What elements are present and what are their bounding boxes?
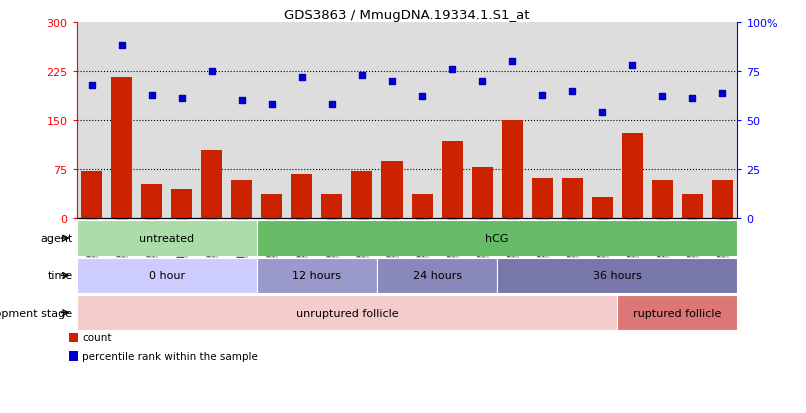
Text: 12 hours: 12 hours (293, 271, 342, 281)
Point (296, 74, 309, 81)
Text: count: count (82, 332, 112, 343)
Point (536, 92, 549, 99)
Text: 24 hours: 24 hours (413, 271, 462, 281)
Bar (377, 258, 497, 293)
Bar (257, 221, 737, 256)
Bar (562, 178, 583, 219)
Bar (69, 333, 78, 342)
Text: 36 hours: 36 hours (593, 271, 642, 281)
Text: untreated: untreated (139, 233, 194, 244)
Text: development stage: development stage (0, 308, 73, 318)
Bar (682, 194, 703, 219)
Point (85, 82, 98, 89)
Bar (592, 198, 613, 219)
Bar (111, 78, 132, 219)
Point (145, 92, 158, 99)
Bar (442, 142, 463, 219)
Point (115, 43, 128, 50)
Bar (322, 194, 343, 219)
Text: percentile rank within the sample: percentile rank within the sample (82, 351, 258, 361)
Point (566, 88, 579, 95)
Bar (381, 161, 402, 219)
Bar (77, 258, 257, 293)
Point (175, 96, 188, 102)
Bar (231, 181, 252, 219)
Bar (69, 351, 78, 361)
Point (416, 94, 429, 101)
Bar (497, 258, 737, 293)
Point (385, 78, 398, 85)
Text: 0 hour: 0 hour (148, 271, 185, 281)
Bar (351, 172, 372, 219)
Point (235, 98, 248, 104)
Text: unruptured follicle: unruptured follicle (296, 308, 398, 318)
Bar (77, 295, 617, 330)
Bar (712, 181, 733, 219)
Point (446, 66, 459, 73)
Text: hCG: hCG (485, 233, 509, 244)
Bar (292, 174, 313, 219)
Point (505, 59, 518, 65)
Bar (257, 258, 377, 293)
Bar (171, 190, 192, 219)
Point (326, 102, 339, 109)
Point (626, 63, 639, 69)
Point (656, 94, 669, 101)
Bar (501, 121, 522, 219)
Bar (472, 168, 492, 219)
Bar (81, 172, 102, 219)
Text: time: time (48, 271, 73, 281)
Bar (412, 194, 433, 219)
Point (355, 72, 368, 79)
Bar (77, 221, 257, 256)
Text: agent: agent (40, 233, 73, 244)
Point (716, 90, 729, 97)
Point (476, 78, 488, 85)
Bar (617, 295, 737, 330)
Bar (261, 194, 282, 219)
Bar (202, 150, 222, 219)
Bar (621, 134, 643, 219)
Point (206, 69, 218, 75)
Title: GDS3863 / MmugDNA.19334.1.S1_at: GDS3863 / MmugDNA.19334.1.S1_at (285, 9, 530, 21)
Bar (652, 181, 673, 219)
Point (596, 109, 609, 116)
Point (686, 96, 699, 102)
Bar (532, 178, 553, 219)
Point (265, 102, 278, 109)
Bar (141, 185, 162, 219)
Text: ruptured follicle: ruptured follicle (634, 308, 721, 318)
